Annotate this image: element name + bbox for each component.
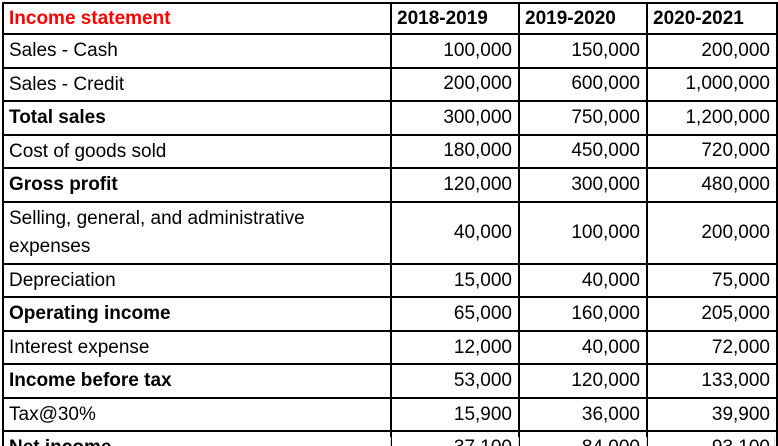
row-label[interactable]: Selling, general, and administrative exp… — [2, 200, 392, 265]
cell-value[interactable]: 600,000 — [518, 66, 648, 103]
row-label[interactable]: Sales - Cash — [2, 33, 392, 69]
row-label[interactable]: Depreciation — [2, 262, 392, 299]
cell-value[interactable]: 205,000 — [646, 296, 778, 332]
cell-value[interactable]: 36,000 — [518, 396, 648, 433]
header-row: Income statement 2018-2019 2019-2020 202… — [2, 2, 778, 35]
cell-value[interactable]: 12,000 — [390, 329, 520, 366]
cell-value[interactable]: 75,000 — [646, 262, 778, 299]
row-label[interactable]: Gross profit — [2, 167, 392, 203]
cell-value[interactable]: 39,900 — [646, 396, 778, 433]
row-label[interactable]: Operating income — [2, 296, 392, 332]
cell-value[interactable]: 100,000 — [390, 33, 520, 69]
cell-value[interactable]: 200,000 — [646, 33, 778, 69]
cell-value[interactable]: 180,000 — [390, 133, 520, 170]
row-label[interactable]: Net income — [2, 430, 392, 446]
cell-value[interactable]: 40,000 — [518, 329, 648, 366]
table-title[interactable]: Income statement — [2, 2, 392, 35]
cell-value[interactable]: 150,000 — [518, 33, 648, 69]
cell-value[interactable]: 300,000 — [518, 167, 648, 203]
row-label[interactable]: Total sales — [2, 100, 392, 136]
table-row: Interest expense 12,000 40,000 72,000 — [2, 329, 778, 366]
row-label[interactable]: Cost of goods sold — [2, 133, 392, 170]
cell-value[interactable]: 15,900 — [390, 396, 520, 433]
cell-value[interactable]: 84,000 — [518, 430, 648, 446]
cell-value[interactable]: 300,000 — [390, 100, 520, 136]
cell-value[interactable]: 160,000 — [518, 296, 648, 332]
gridline-stub — [390, 437, 391, 446]
row-label[interactable]: Tax@30% — [2, 396, 392, 433]
cell-value[interactable]: 37,100 — [390, 430, 520, 446]
table-row: Cost of goods sold 180,000 450,000 720,0… — [2, 133, 778, 170]
cell-value[interactable]: 133,000 — [646, 363, 778, 399]
cell-value[interactable]: 450,000 — [518, 133, 648, 170]
cell-value[interactable]: 40,000 — [518, 262, 648, 299]
cell-value[interactable]: 1,200,000 — [646, 100, 778, 136]
table-row: Depreciation 15,000 40,000 75,000 — [2, 262, 778, 299]
gridline-stub — [518, 437, 519, 446]
column-header-year-3[interactable]: 2020-2021 — [646, 2, 778, 35]
cell-value[interactable]: 100,000 — [518, 200, 648, 265]
cell-value[interactable]: 93,100 — [646, 430, 778, 446]
cell-value[interactable]: 65,000 — [390, 296, 520, 332]
row-label[interactable]: Interest expense — [2, 329, 392, 366]
column-header-year-1[interactable]: 2018-2019 — [390, 2, 520, 35]
table-row-gross-profit: Gross profit 120,000 300,000 480,000 — [2, 167, 778, 203]
cell-value[interactable]: 72,000 — [646, 329, 778, 366]
row-label[interactable]: Sales - Credit — [2, 66, 392, 103]
cell-value[interactable]: 750,000 — [518, 100, 648, 136]
table-row-net-income: Net income 37,100 84,000 93,100 — [2, 430, 778, 446]
table-row-income-before-tax: Income before tax 53,000 120,000 133,000 — [2, 363, 778, 399]
table-row: Sales - Credit 200,000 600,000 1,000,000 — [2, 66, 778, 103]
cell-value[interactable]: 40,000 — [390, 200, 520, 265]
column-header-year-2[interactable]: 2019-2020 — [518, 2, 648, 35]
table-row-sga-expenses: Selling, general, and administrative exp… — [2, 200, 778, 265]
cell-value[interactable]: 200,000 — [646, 200, 778, 265]
table-row-total-sales: Total sales 300,000 750,000 1,200,000 — [2, 100, 778, 136]
cell-value[interactable]: 120,000 — [390, 167, 520, 203]
cell-value[interactable]: 15,000 — [390, 262, 520, 299]
cell-value[interactable]: 1,000,000 — [646, 66, 778, 103]
cell-value[interactable]: 200,000 — [390, 66, 520, 103]
cell-value[interactable]: 720,000 — [646, 133, 778, 170]
table-row: Tax@30% 15,900 36,000 39,900 — [2, 396, 778, 433]
gridline-stub — [646, 437, 647, 446]
table-row-operating-income: Operating income 65,000 160,000 205,000 — [2, 296, 778, 332]
cell-value[interactable]: 480,000 — [646, 167, 778, 203]
gridline-stub — [774, 437, 775, 446]
table-row: Sales - Cash 100,000 150,000 200,000 — [2, 33, 778, 69]
cell-value[interactable]: 53,000 — [390, 363, 520, 399]
row-label[interactable]: Income before tax — [2, 363, 392, 399]
cell-value[interactable]: 120,000 — [518, 363, 648, 399]
